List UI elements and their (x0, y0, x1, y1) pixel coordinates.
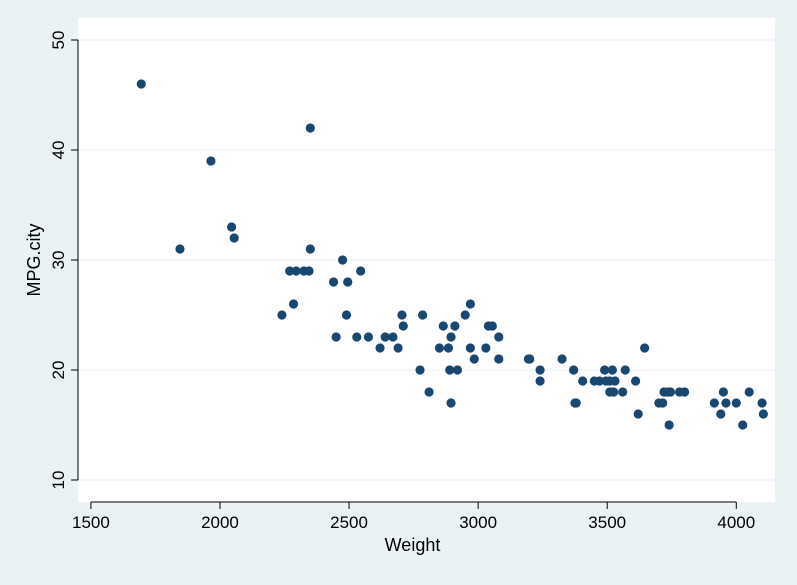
data-point (610, 376, 620, 386)
data-point (229, 233, 239, 243)
data-point (680, 387, 690, 397)
data-point (450, 321, 460, 331)
y-axis-label: MPG.city (24, 223, 44, 296)
data-point (226, 222, 237, 232)
data-point (757, 398, 767, 408)
data-point (571, 398, 581, 408)
data-point (481, 343, 491, 353)
data-point (758, 409, 768, 419)
x-tick-label: 3000 (459, 513, 497, 532)
data-point (494, 354, 504, 364)
data-point (277, 310, 287, 320)
y-tick-label: 50 (49, 31, 68, 50)
data-point (535, 376, 545, 386)
data-point (721, 398, 731, 408)
data-point (557, 354, 567, 364)
data-point (445, 365, 455, 375)
data-point (393, 343, 403, 353)
data-point (356, 266, 366, 276)
data-point (304, 266, 314, 276)
data-point (664, 420, 674, 430)
y-tick-label: 30 (49, 251, 68, 270)
data-point (465, 343, 475, 353)
data-point (607, 365, 617, 375)
data-point (709, 398, 719, 408)
data-point (469, 354, 479, 364)
x-tick-label: 4000 (717, 513, 755, 532)
data-point (578, 376, 588, 386)
data-point (380, 332, 390, 342)
data-point (633, 409, 643, 419)
data-point (438, 321, 448, 331)
axes: 10 20 30 40 50 1500 2000 2500 3000 3500 4000 (49, 31, 755, 532)
x-tick-label: 1500 (72, 513, 110, 532)
data-point (744, 387, 754, 397)
data-point (434, 343, 445, 353)
data-point (285, 266, 295, 276)
x-tick-label: 2500 (330, 513, 368, 532)
data-point (665, 387, 676, 397)
data-point (460, 310, 470, 320)
data-point (738, 420, 748, 430)
data-point (569, 365, 579, 375)
data-point (609, 387, 619, 397)
data-point (331, 332, 341, 342)
data-point (452, 365, 463, 375)
data-points (136, 79, 768, 430)
data-point (731, 398, 741, 408)
data-point (424, 387, 434, 397)
data-point (658, 398, 668, 408)
data-point (618, 387, 628, 397)
data-point (718, 387, 728, 397)
data-point (305, 244, 315, 254)
data-point (375, 343, 385, 353)
data-point (352, 332, 362, 342)
gridlines (78, 39, 775, 481)
data-point (446, 398, 456, 408)
data-point (328, 277, 339, 287)
data-point (175, 244, 185, 254)
y-tick-label: 40 (49, 141, 68, 160)
data-point (341, 310, 352, 320)
data-point (415, 365, 425, 375)
data-point (288, 299, 299, 309)
data-point (446, 332, 456, 342)
data-point (397, 310, 407, 320)
data-point (525, 354, 535, 364)
data-point (343, 277, 353, 287)
y-tick-label: 20 (49, 361, 68, 380)
data-point (620, 365, 630, 375)
data-point (535, 365, 545, 375)
data-point (398, 321, 408, 331)
data-point (388, 332, 398, 342)
data-point (363, 332, 374, 342)
data-point (291, 266, 301, 276)
data-point (640, 343, 650, 353)
data-point (338, 255, 348, 265)
data-point (136, 79, 146, 89)
data-point (487, 321, 497, 331)
y-tick-label: 10 (49, 471, 68, 490)
data-point (494, 332, 504, 342)
data-point (305, 123, 315, 133)
data-point (206, 156, 216, 166)
x-tick-label: 2000 (201, 513, 239, 532)
data-point (418, 310, 428, 320)
data-point (594, 376, 605, 386)
x-tick-label: 3500 (588, 513, 626, 532)
data-point (716, 409, 726, 419)
data-point (465, 299, 475, 309)
data-point (443, 343, 454, 353)
data-point (600, 365, 610, 375)
data-point (631, 376, 641, 386)
x-axis-label: Weight (385, 535, 441, 555)
